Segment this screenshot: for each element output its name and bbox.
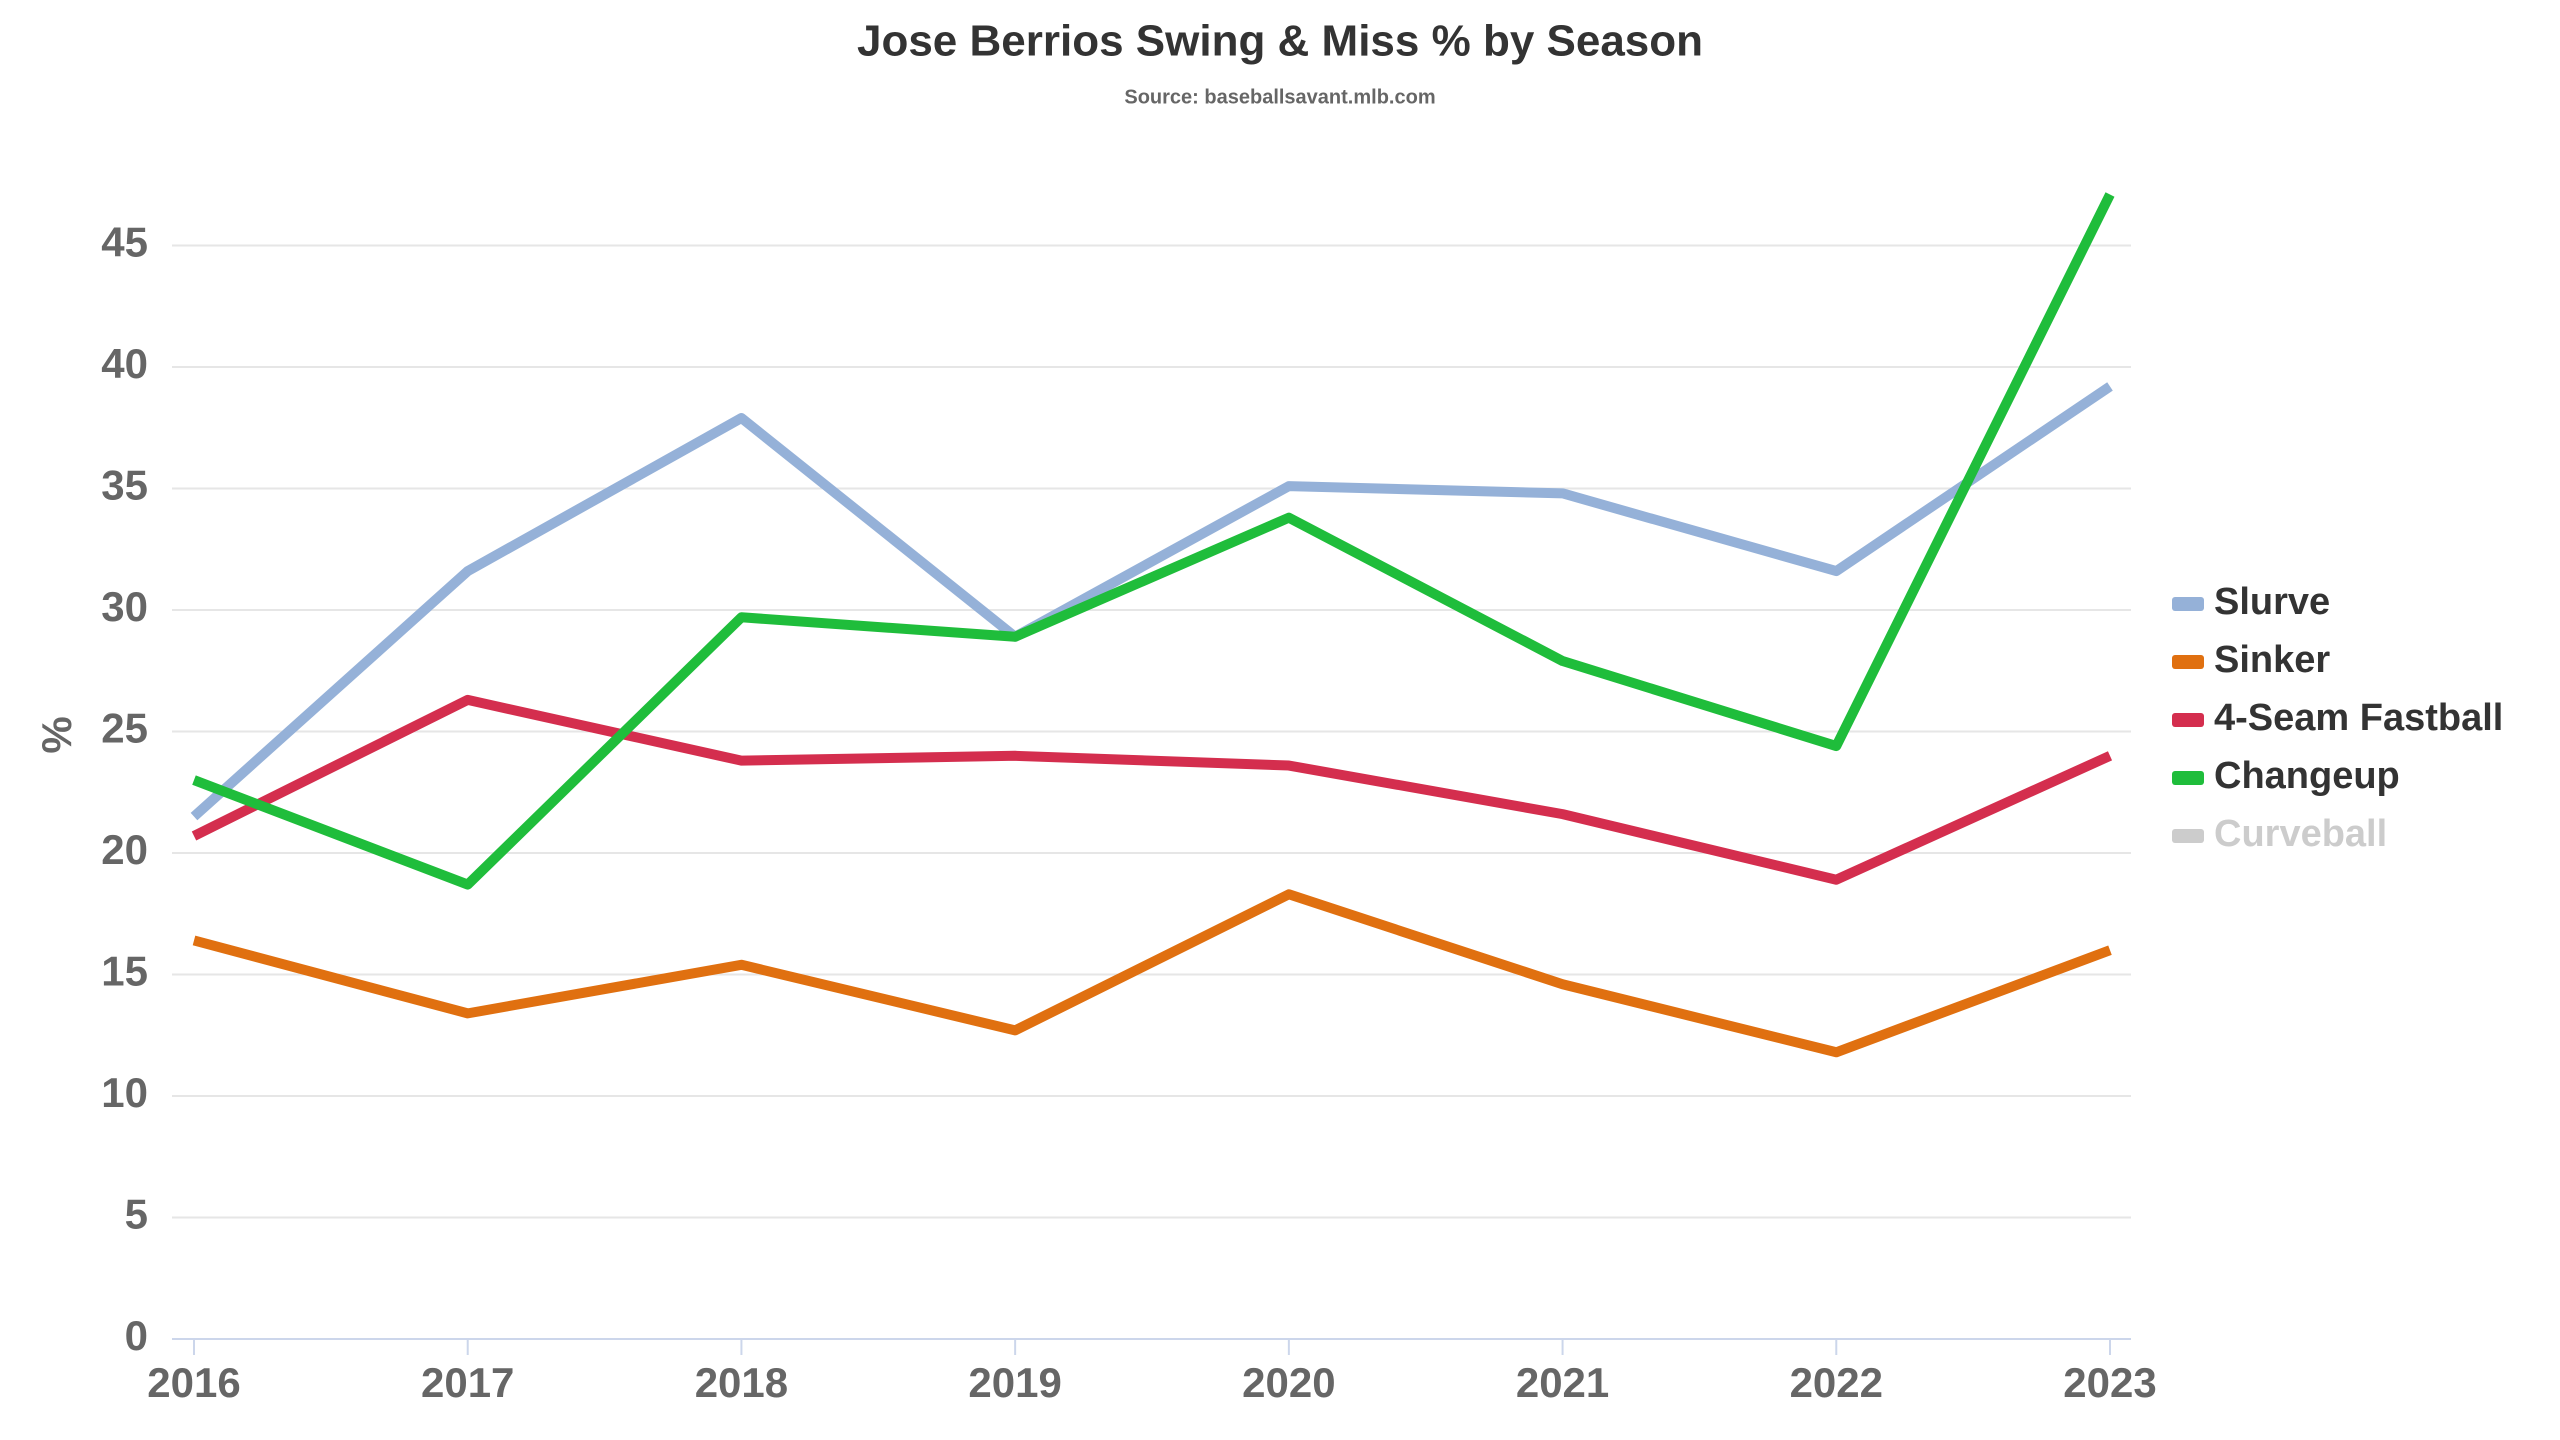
legend-label: Curveball bbox=[2214, 813, 2387, 855]
legend-swatch bbox=[2172, 597, 2204, 611]
series-line bbox=[190, 382, 2113, 821]
y-tick-label: 15 bbox=[101, 948, 148, 995]
x-tick-label: 2022 bbox=[1790, 1359, 1883, 1406]
legend-label: 4-Seam Fastball bbox=[2214, 697, 2503, 739]
legend-swatch bbox=[2172, 655, 2204, 669]
x-tick-label: 2017 bbox=[421, 1359, 514, 1406]
y-tick-label: 45 bbox=[101, 219, 148, 266]
legend-label: Changeup bbox=[2214, 755, 2400, 797]
y-tick-label: 40 bbox=[101, 340, 148, 387]
x-tick-label: 2023 bbox=[2063, 1359, 2156, 1406]
y-tick-label: 20 bbox=[101, 826, 148, 873]
series-line bbox=[191, 694, 2113, 885]
x-tick-label: 2019 bbox=[968, 1359, 1061, 1406]
y-tick-label: 10 bbox=[101, 1069, 148, 1116]
x-tick-label: 2021 bbox=[1516, 1359, 1609, 1406]
y-tick-label: 35 bbox=[101, 462, 148, 509]
chart-title: Jose Berrios Swing & Miss % by Season bbox=[857, 17, 1703, 66]
x-tick-label: 2016 bbox=[147, 1359, 240, 1406]
y-tick-label: 25 bbox=[101, 705, 148, 752]
series-line bbox=[192, 192, 2115, 890]
x-tick-label: 2020 bbox=[1242, 1359, 1335, 1406]
legend-swatch bbox=[2172, 713, 2204, 727]
legend-label: Sinker bbox=[2214, 639, 2330, 681]
series-line bbox=[192, 889, 2112, 1058]
y-tick-label: 0 bbox=[125, 1312, 148, 1359]
legend-label: Slurve bbox=[2214, 581, 2330, 623]
y-tick-label: 5 bbox=[125, 1191, 148, 1238]
x-tick-label: 2018 bbox=[695, 1359, 788, 1406]
y-axis-label: % bbox=[33, 716, 80, 753]
legend-swatch bbox=[2172, 829, 2204, 843]
chart-subtitle: Source: baseballsavant.mlb.com bbox=[1124, 86, 1435, 108]
y-tick-label: 30 bbox=[101, 583, 148, 630]
legend-swatch bbox=[2172, 771, 2204, 785]
